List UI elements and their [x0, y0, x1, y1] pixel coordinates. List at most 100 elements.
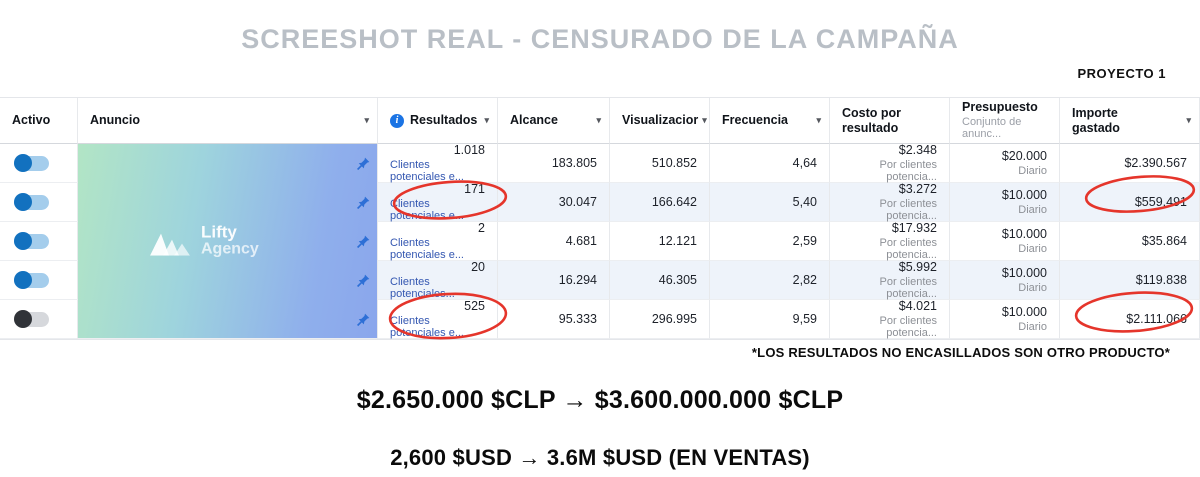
toggle-cell — [0, 144, 78, 183]
cell-presupuesto: $10.000 Diario — [950, 183, 1060, 222]
column-header-anuncio[interactable]: Anuncio ▾ — [78, 98, 378, 144]
column-header-resultados[interactable]: i Resultados ▾ — [378, 98, 498, 144]
cell-visualizaciones: 296.995 — [610, 300, 710, 339]
frecuencia-value: 2,82 — [792, 273, 817, 287]
importe-value: $2.111.066 — [1126, 312, 1187, 326]
costo-value: $2.348 — [898, 143, 937, 157]
brand-name-line1: Lifty — [201, 222, 237, 242]
column-header-presupuesto[interactable]: Presupuesto Conjunto de anunc... — [950, 98, 1060, 144]
importe-value: $119.838 — [1135, 273, 1187, 287]
cell-frecuencia: 5,40 — [710, 183, 830, 222]
column-header-alcance[interactable]: Alcance ▾ — [498, 98, 610, 144]
pin-icon[interactable] — [357, 313, 370, 326]
costo-sublabel: Por clientes potencia... — [879, 315, 937, 339]
ad-active-toggle[interactable] — [14, 193, 49, 211]
column-sublabel: Conjunto de anunc... — [962, 115, 1022, 141]
cell-frecuencia: 2,59 — [710, 222, 830, 261]
chevron-down-icon[interactable]: ▾ — [364, 115, 369, 126]
cell-resultados: 171 Clientes potenciales e... — [378, 182, 498, 222]
resultados-type-link[interactable]: Clientes potenciales e... — [390, 159, 464, 183]
costo-value: $3.272 — [898, 182, 937, 196]
resultados-type-link[interactable]: Clientes potenciales e... — [390, 315, 464, 339]
cell-alcance: 4.681 — [498, 222, 610, 261]
column-header-frecuencia[interactable]: Frecuencia ▾ — [710, 98, 830, 144]
cell-presupuesto: $20.000 Diario — [950, 144, 1060, 183]
cell-alcance: 30.047 — [498, 183, 610, 222]
cell-alcance: 95.333 — [498, 300, 610, 339]
cell-visualizaciones: 510.852 — [610, 144, 710, 183]
brand-name-line2: Agency — [201, 240, 259, 258]
cell-presupuesto: $10.000 Diario — [950, 261, 1060, 300]
column-header-activo[interactable]: Activo — [0, 98, 78, 144]
cell-costo: $3.272 Por clientes potencia... — [830, 182, 950, 222]
pin-icon[interactable] — [357, 274, 370, 287]
alcance-value: 4.681 — [565, 234, 597, 248]
usd-summary-line: 2,600 $USD → 3.6M $USD (EN VENTAS) — [390, 445, 810, 470]
cell-visualizaciones: 12.121 — [610, 222, 710, 261]
cell-resultados: 1.018 Clientes potenciales e... — [378, 143, 498, 183]
resultados-type-link[interactable]: Clientes potenciales e... — [390, 237, 464, 261]
project-label: PROYECTO 1 — [1077, 66, 1166, 81]
resultados-value: 2 — [478, 221, 485, 235]
pin-icon[interactable] — [357, 157, 370, 170]
column-label: Visualizacior — [622, 113, 699, 128]
cell-visualizaciones: 46.305 — [610, 261, 710, 300]
toggle-cell — [0, 222, 78, 261]
presupuesto-sublabel: Diario — [1018, 204, 1047, 216]
costo-sublabel: Por clientes potencia... — [879, 198, 937, 222]
chevron-down-icon[interactable]: ▾ — [596, 115, 601, 126]
column-label: Alcance — [510, 113, 558, 128]
cell-costo: $4.021 Por clientes potencia... — [830, 299, 950, 339]
column-label: Resultados — [410, 113, 478, 128]
clp-summary-line: $2.650.000 $CLP → $3.600.000.000 $CLP — [356, 386, 844, 414]
cell-costo: $2.348 Por clientes potencia... — [830, 143, 950, 183]
alcance-value: 183.805 — [551, 156, 597, 170]
column-header-importe[interactable]: Importe gastado ▾ — [1060, 98, 1200, 144]
chevron-down-icon[interactable]: ▾ — [702, 115, 707, 126]
ad-active-toggle[interactable] — [14, 271, 49, 289]
costo-value: $17.932 — [891, 221, 937, 235]
info-icon[interactable]: i — [390, 113, 404, 128]
resultados-type-link[interactable]: Clientes potenciales... — [390, 276, 455, 300]
importe-value: $2.390.567 — [1124, 156, 1187, 170]
page-title: SCREESHOT REAL - CENSURADO DE LA CAMPAÑA — [241, 24, 959, 54]
presupuesto-value: $10.000 — [1001, 188, 1047, 202]
frecuencia-value: 5,40 — [792, 195, 817, 209]
ad-creative-thumbnail[interactable]: Lifty Agency — [78, 144, 378, 339]
column-label: Importe gastado — [1072, 106, 1120, 135]
cell-importe: $35.864 — [1060, 222, 1200, 261]
ad-active-toggle[interactable] — [14, 154, 49, 172]
alcance-value: 30.047 — [558, 195, 597, 209]
pin-icon[interactable] — [357, 235, 370, 248]
cell-importe: $119.838 — [1060, 261, 1200, 300]
column-label: Presupuesto — [962, 100, 1038, 115]
resultados-value: 1.018 — [453, 143, 485, 157]
costo-value: $4.021 — [898, 299, 937, 313]
visualizaciones-value: 46.305 — [658, 273, 697, 287]
cell-importe: $2.390.567 — [1060, 144, 1200, 183]
pin-icon[interactable] — [357, 196, 370, 209]
chevron-down-icon[interactable]: ▾ — [484, 115, 489, 126]
cell-resultados: 20 Clientes potenciales... — [378, 260, 498, 300]
column-header-visualizaciones[interactable]: Visualizacior ▾ — [610, 98, 710, 144]
resultados-type-link[interactable]: Clientes potenciales e... — [390, 198, 464, 222]
chevron-down-icon[interactable]: ▾ — [1186, 115, 1191, 126]
cell-resultados: 525 Clientes potenciales e... — [378, 299, 498, 339]
presupuesto-sublabel: Diario — [1018, 321, 1047, 333]
visualizaciones-value: 296.995 — [651, 312, 697, 326]
visualizaciones-value: 12.121 — [658, 234, 697, 248]
ad-active-toggle[interactable] — [14, 232, 49, 250]
chevron-down-icon[interactable]: ▾ — [816, 115, 821, 126]
presupuesto-value: $10.000 — [1001, 227, 1047, 241]
column-label: Anuncio — [90, 113, 140, 128]
presupuesto-sublabel: Diario — [1018, 282, 1047, 294]
costo-sublabel: Por clientes potencia... — [879, 276, 937, 300]
footnote: *LOS RESULTADOS NO ENCASILLADOS SON OTRO… — [751, 345, 1170, 360]
brand-logo: Lifty Agency — [150, 222, 259, 259]
ad-active-toggle[interactable] — [14, 310, 49, 328]
costo-sublabel: Por clientes potencia... — [879, 159, 937, 183]
column-header-costo[interactable]: Costo por resultado — [830, 98, 950, 144]
alcance-value: 95.333 — [558, 312, 597, 326]
presupuesto-value: $10.000 — [1001, 266, 1047, 280]
resultados-value: 525 — [464, 299, 485, 313]
